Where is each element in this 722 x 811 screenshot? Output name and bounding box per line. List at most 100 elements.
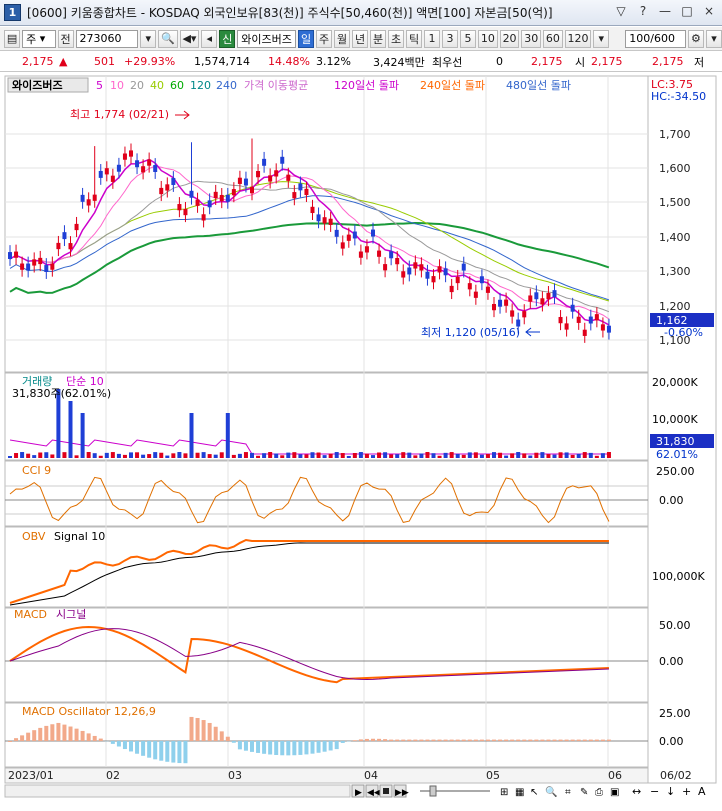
settings-icon[interactable]: ⚙: [687, 29, 704, 48]
zoom-icon[interactable]: 🔍: [545, 785, 557, 798]
stock-title[interactable]: 와이즈버즈: [12, 78, 63, 92]
obv-signal-label[interactable]: Signal 10: [54, 530, 105, 543]
interval-60[interactable]: 60: [543, 29, 563, 48]
ma-label-120[interactable]: 120: [190, 79, 211, 92]
candle-body: [449, 285, 454, 293]
first-button[interactable]: [365, 784, 379, 798]
volume-bar: [195, 452, 200, 458]
measure-icon[interactable]: ⌗: [565, 787, 571, 798]
volume-label[interactable]: 거래량: [22, 375, 52, 388]
period-tick[interactable]: 틱: [406, 29, 423, 48]
chart-area[interactable]: 와이즈버즈 5 10 20 40 60 120 240 가격 이동평균 120일…: [0, 73, 722, 811]
code-dropdown-icon[interactable]: ▾: [140, 29, 157, 48]
volume-bar: [461, 454, 466, 458]
ytick: 1,500: [659, 196, 691, 209]
cci-line: [9, 476, 610, 524]
period-day[interactable]: 일: [298, 29, 315, 48]
interval-5[interactable]: 5: [460, 29, 477, 48]
candle-body: [540, 298, 545, 305]
cci-label[interactable]: CCI 9: [22, 464, 51, 477]
ma-label-5[interactable]: 5: [96, 79, 103, 92]
interval-20[interactable]: 20: [499, 29, 520, 48]
help-icon[interactable]: ?: [639, 4, 647, 18]
volume-bar: [540, 452, 545, 458]
maximize-icon[interactable]: □: [681, 4, 693, 18]
crosshair-icon[interactable]: ⊞: [500, 787, 508, 798]
more-icon[interactable]: ▾: [705, 29, 722, 48]
market-option[interactable]: 전: [57, 29, 74, 48]
plus-icon[interactable]: +: [682, 785, 691, 798]
candle-body: [346, 234, 351, 241]
osc-bar: [92, 735, 97, 741]
obv-label[interactable]: OBV: [22, 530, 46, 543]
config-icon[interactable]: ▣: [610, 787, 619, 798]
high-note: 최고 1,774 (02/21): [70, 108, 169, 121]
search-icon[interactable]: 🔍: [158, 29, 178, 48]
osc-label[interactable]: MACD Oscillator 12,26,9: [22, 705, 156, 718]
osc-bar: [594, 739, 599, 741]
candle-body: [304, 188, 309, 196]
zoom-handle[interactable]: [429, 785, 437, 797]
ma-label-price[interactable]: 가격 이동평균: [244, 79, 308, 92]
auto-icon[interactable]: A: [698, 785, 706, 798]
volume-bar: [340, 453, 345, 458]
interval-30[interactable]: 30: [521, 29, 542, 48]
interval-3[interactable]: 3: [442, 29, 459, 48]
ma-label-20[interactable]: 20: [130, 79, 144, 92]
macd-label[interactable]: MACD: [14, 608, 47, 621]
interval-10[interactable]: 10: [478, 29, 498, 48]
market-select[interactable]: 주 ▾: [22, 29, 56, 48]
period-year[interactable]: 년: [352, 29, 369, 48]
scrollbar-track[interactable]: [4, 784, 351, 798]
osc-bar: [159, 741, 164, 761]
osc-bar: [268, 741, 273, 755]
osc-bar: [606, 739, 611, 741]
layout-icon[interactable]: ▤: [4, 29, 21, 48]
draw-icon[interactable]: ✎: [580, 787, 588, 798]
period-minute[interactable]: 분: [370, 29, 387, 48]
candle-body: [510, 310, 515, 317]
last-button[interactable]: [393, 784, 407, 798]
dropdown-icon[interactable]: ▽: [616, 4, 626, 18]
grid-icon[interactable]: ▦: [515, 787, 524, 798]
close-icon[interactable]: ×: [703, 4, 715, 18]
volume-ma-label[interactable]: 단순 10: [66, 375, 104, 388]
breakout-480-label[interactable]: 480일선 돌파: [506, 78, 571, 92]
ma-120-line: [9, 195, 610, 301]
breakout-120-label[interactable]: 120일선 돌파: [334, 78, 399, 92]
minus-icon[interactable]: −: [650, 785, 659, 798]
osc-bar: [177, 741, 182, 764]
candle-body: [498, 299, 503, 307]
osc-bar: [485, 739, 490, 741]
osc-bar: [570, 739, 575, 741]
interval-1[interactable]: 1: [424, 29, 441, 48]
chart-svg[interactable]: 와이즈버즈 5 10 20 40 60 120 240 가격 이동평균 120일…: [0, 73, 722, 811]
print-icon[interactable]: ⎙: [595, 787, 603, 798]
period-month[interactable]: 월: [334, 29, 351, 48]
ma-label-240[interactable]: 240: [216, 79, 237, 92]
minimize-icon[interactable]: —: [659, 4, 671, 18]
ytick: 1,600: [659, 162, 691, 175]
volume-bar: [576, 453, 581, 458]
zoom-out-icon[interactable]: ↔: [632, 785, 641, 798]
breakout-240-label[interactable]: 240일선 돌파: [420, 78, 485, 92]
ma-label-40[interactable]: 40: [150, 79, 164, 92]
ma-label-60[interactable]: 60: [170, 79, 184, 92]
macd-signal-label[interactable]: 시그널: [56, 608, 86, 621]
scroll-right-button[interactable]: [351, 784, 365, 798]
sound-icon[interactable]: ◀▾: [179, 29, 200, 48]
cursor-icon[interactable]: ↖: [530, 787, 538, 798]
count-input[interactable]: 100/600: [625, 29, 686, 48]
ma-label-10[interactable]: 10: [110, 79, 124, 92]
window-number-icon[interactable]: 1: [4, 4, 21, 21]
osc-bar: [80, 730, 85, 741]
interval-dropdown-icon[interactable]: ▾: [593, 29, 610, 48]
reset-icon[interactable]: ↓: [666, 785, 675, 798]
volume-bar: [419, 453, 424, 458]
interval-120[interactable]: 120: [564, 29, 592, 48]
code-input[interactable]: 273060: [75, 29, 139, 48]
period-week[interactable]: 주: [316, 29, 333, 48]
period-second[interactable]: 초: [388, 29, 405, 48]
cci-ytick: 250.00: [656, 465, 695, 478]
prev-stock-icon[interactable]: ◂: [201, 29, 218, 48]
